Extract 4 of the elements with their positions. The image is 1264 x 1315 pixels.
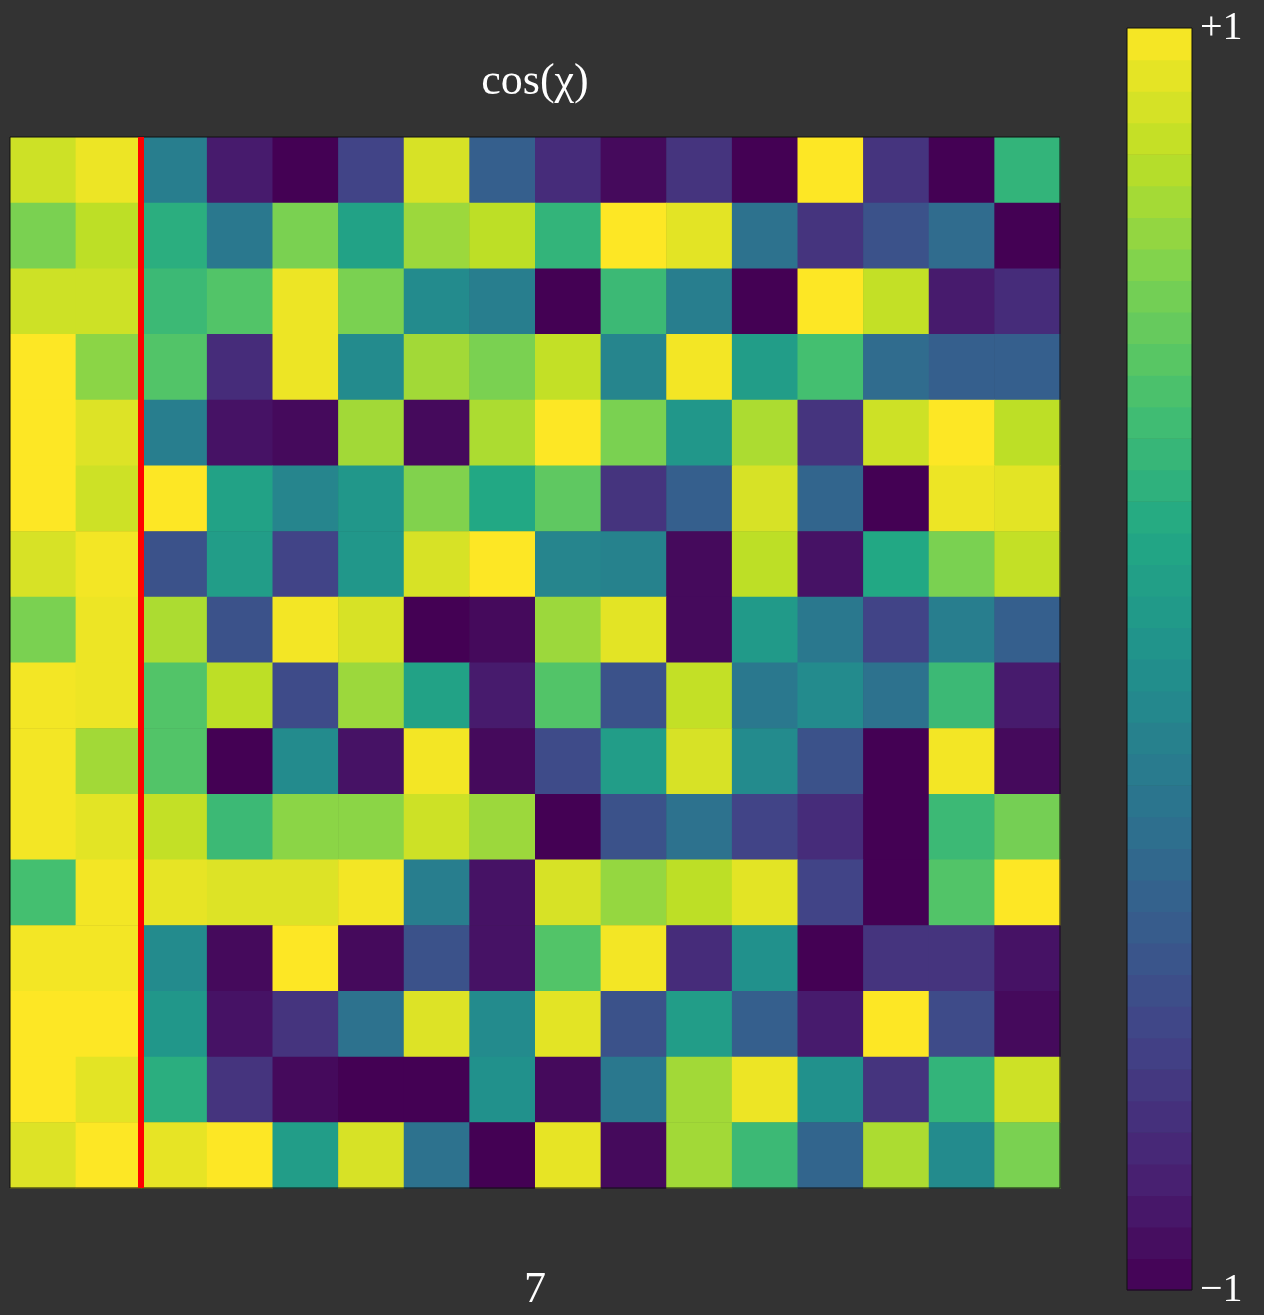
- chart-title: cos(χ): [481, 54, 589, 104]
- color-bar-label: −1: [1200, 1264, 1243, 1310]
- color-bar-label: +1: [1200, 2, 1243, 48]
- x-axis-title: 7: [524, 1262, 546, 1312]
